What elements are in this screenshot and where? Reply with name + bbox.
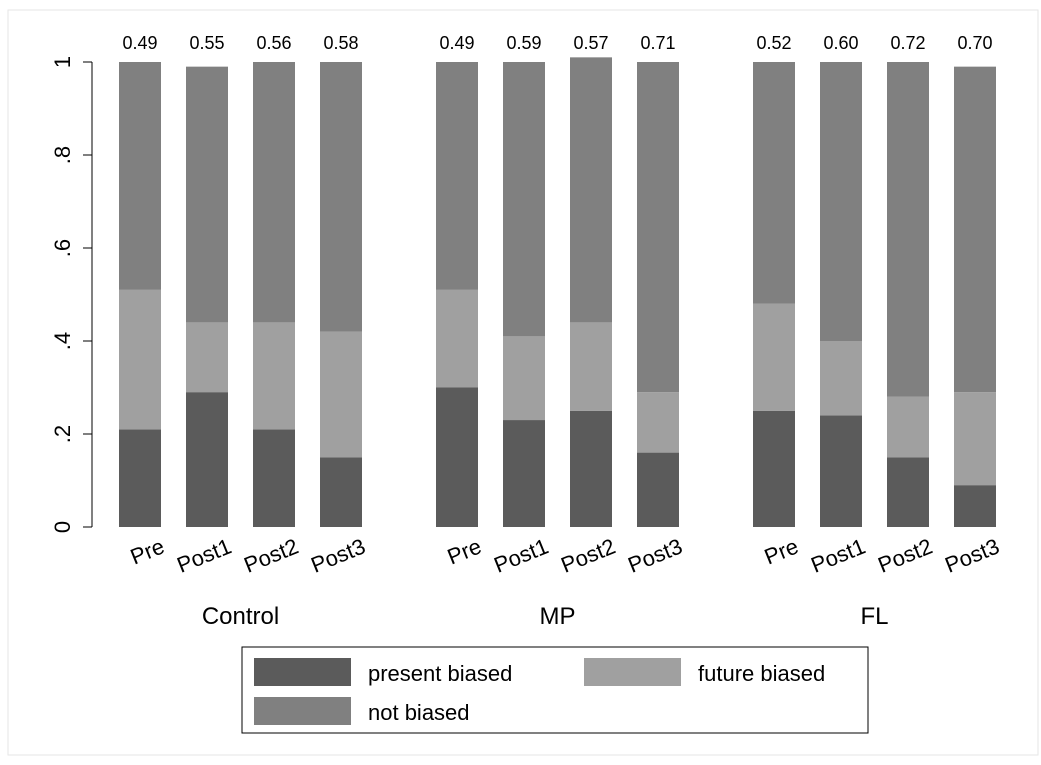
bar-segment-not-biased <box>186 66 228 323</box>
data-label: 0.72 <box>890 33 925 53</box>
data-label: 0.56 <box>256 33 291 53</box>
bar-segment-not-biased <box>887 62 929 397</box>
data-label: 0.71 <box>640 33 675 53</box>
category-label: Post1 <box>807 533 869 577</box>
category-label: Post3 <box>307 533 369 577</box>
bar-segment-present-biased <box>119 429 161 527</box>
bar-segment-not-biased <box>119 62 161 290</box>
category-label: Post2 <box>240 533 302 577</box>
legend-swatch <box>254 658 351 686</box>
category-label: Post3 <box>624 533 686 577</box>
group-label: Control <box>202 603 279 630</box>
group-label: FL <box>860 603 888 630</box>
bar-segment-future-biased <box>887 396 929 458</box>
bar-segment-not-biased <box>637 62 679 393</box>
bar-segment-not-biased <box>320 62 362 332</box>
bar-segment-present-biased <box>186 392 228 527</box>
bar-segment-present-biased <box>320 457 362 527</box>
data-label: 0.57 <box>573 33 608 53</box>
legend-swatch <box>254 697 351 725</box>
bar-segment-future-biased <box>637 392 679 453</box>
group-label: MP <box>540 603 576 630</box>
bar-segment-future-biased <box>320 331 362 458</box>
bar-segment-present-biased <box>954 485 996 527</box>
data-label: 0.49 <box>439 33 474 53</box>
y-tick-label: .6 <box>50 239 75 257</box>
bar-segment-present-biased <box>253 429 295 527</box>
bar-segment-future-biased <box>954 392 996 486</box>
bar-segment-future-biased <box>253 322 295 430</box>
bar-segment-present-biased <box>637 452 679 527</box>
data-label: 0.60 <box>823 33 858 53</box>
category-label: Pre <box>761 533 802 569</box>
legend-label: present biased <box>368 661 512 686</box>
category-label: Post2 <box>557 533 619 577</box>
bar-segment-present-biased <box>753 410 795 527</box>
bar-segment-present-biased <box>503 420 545 527</box>
category-label: Pre <box>444 533 485 569</box>
bar-segment-future-biased <box>503 336 545 421</box>
bar-segment-future-biased <box>186 322 228 393</box>
y-tick-label: .4 <box>50 332 75 350</box>
bar-segment-future-biased <box>570 322 612 411</box>
bar-segment-not-biased <box>570 57 612 323</box>
y-tick-label: 1 <box>50 56 75 68</box>
bar-segment-present-biased <box>436 387 478 527</box>
data-label: 0.58 <box>323 33 358 53</box>
bar-segment-present-biased <box>887 457 929 527</box>
bar-segment-present-biased <box>820 415 862 527</box>
legend-label: future biased <box>698 661 825 686</box>
y-tick-label: .2 <box>50 425 75 443</box>
category-label: Pre <box>127 533 168 569</box>
bar-segment-present-biased <box>570 410 612 527</box>
y-tick-label: .8 <box>50 146 75 164</box>
data-label: 0.59 <box>506 33 541 53</box>
bar-segment-future-biased <box>119 289 161 430</box>
legend-swatch <box>584 658 681 686</box>
chart-frame <box>7 9 1039 756</box>
legend-label: not biased <box>368 700 470 725</box>
category-label: Post3 <box>941 533 1003 577</box>
category-label: Post1 <box>490 533 552 577</box>
bar-segment-not-biased <box>253 62 295 323</box>
bar-segment-future-biased <box>753 303 795 411</box>
data-label: 0.70 <box>957 33 992 53</box>
bar-segment-not-biased <box>503 62 545 337</box>
data-label: 0.55 <box>189 33 224 53</box>
data-label: 0.49 <box>122 33 157 53</box>
category-label: Post2 <box>874 533 936 577</box>
y-tick-label: 0 <box>50 521 75 533</box>
data-label: 0.52 <box>756 33 791 53</box>
bar-segment-not-biased <box>954 66 996 393</box>
bar-segment-future-biased <box>820 341 862 416</box>
bar-segment-future-biased <box>436 289 478 388</box>
category-label: Post1 <box>173 533 235 577</box>
bar-segment-not-biased <box>820 62 862 341</box>
bar-segment-not-biased <box>753 62 795 304</box>
bar-segment-not-biased <box>436 62 478 290</box>
